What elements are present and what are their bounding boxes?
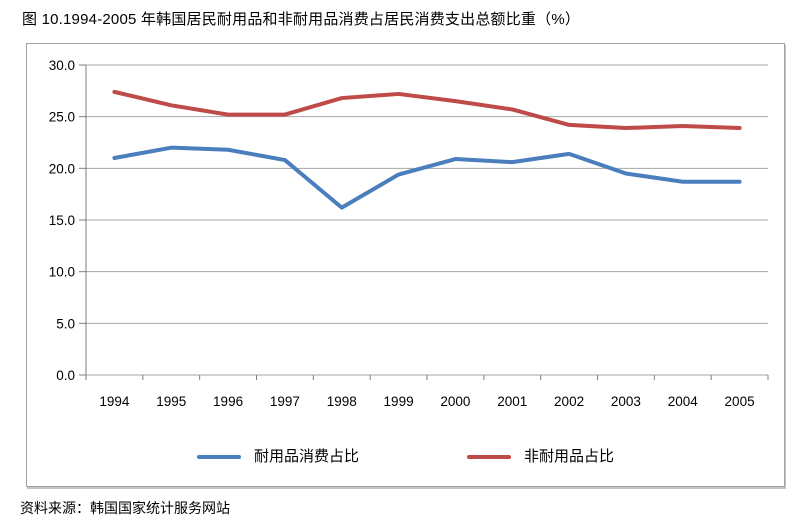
x-tick-label: 1994	[99, 394, 130, 409]
x-tick-label: 1995	[156, 394, 186, 409]
chart-container: 0.0 5.0 10.0 15.0 20.0 25.0 30.0 1994 1995 1996 19…	[26, 43, 785, 487]
y-tick-label: 20.0	[49, 161, 75, 176]
legend-item-nondurable: 非耐用品占比	[467, 448, 614, 466]
nondurable-line-swatch	[467, 455, 511, 459]
line-chart: 0.0 5.0 10.0 15.0 20.0 25.0 30.0 1994 1995 1996 19…	[49, 58, 769, 409]
chart-legend: 耐用品消费占比 非耐用品占比	[27, 440, 784, 474]
y-tick-label: 30.0	[49, 58, 75, 73]
legend-label-nondurable: 非耐用品占比	[524, 448, 615, 465]
y-tick-label: 5.0	[56, 316, 75, 331]
x-tick-label: 1998	[327, 394, 357, 409]
durable-series-line	[112, 145, 742, 210]
source-note: 资料来源：韩国国家统计服务网站	[20, 500, 230, 516]
legend-item-durable: 耐用品消费占比	[196, 448, 359, 466]
figure-title: 图 10.1994-2005 年韩国居民耐用品和非耐用品消费占居民消费支出总额比…	[22, 11, 581, 28]
y-tick-label: 10.0	[49, 265, 75, 280]
x-tick-label: 2005	[725, 394, 755, 409]
y-tick-label: 0.0	[56, 368, 75, 383]
x-tick-label: 2004	[668, 394, 699, 409]
x-tick-label: 1997	[270, 394, 300, 409]
x-tick-label: 2000	[440, 394, 470, 409]
y-tick-label: 15.0	[49, 213, 75, 228]
x-tick-label: 1996	[213, 394, 243, 409]
y-tick-label: 25.0	[49, 110, 75, 125]
durable-line-swatch	[196, 455, 241, 459]
x-tick-label: 1999	[384, 394, 414, 409]
x-tick-label: 2003	[611, 394, 641, 409]
x-tick-label: 2001	[497, 394, 527, 409]
legend-label-durable: 耐用品消费占比	[253, 448, 359, 465]
x-tick-label: 2002	[554, 394, 584, 409]
nondurable-series-line	[112, 89, 742, 131]
